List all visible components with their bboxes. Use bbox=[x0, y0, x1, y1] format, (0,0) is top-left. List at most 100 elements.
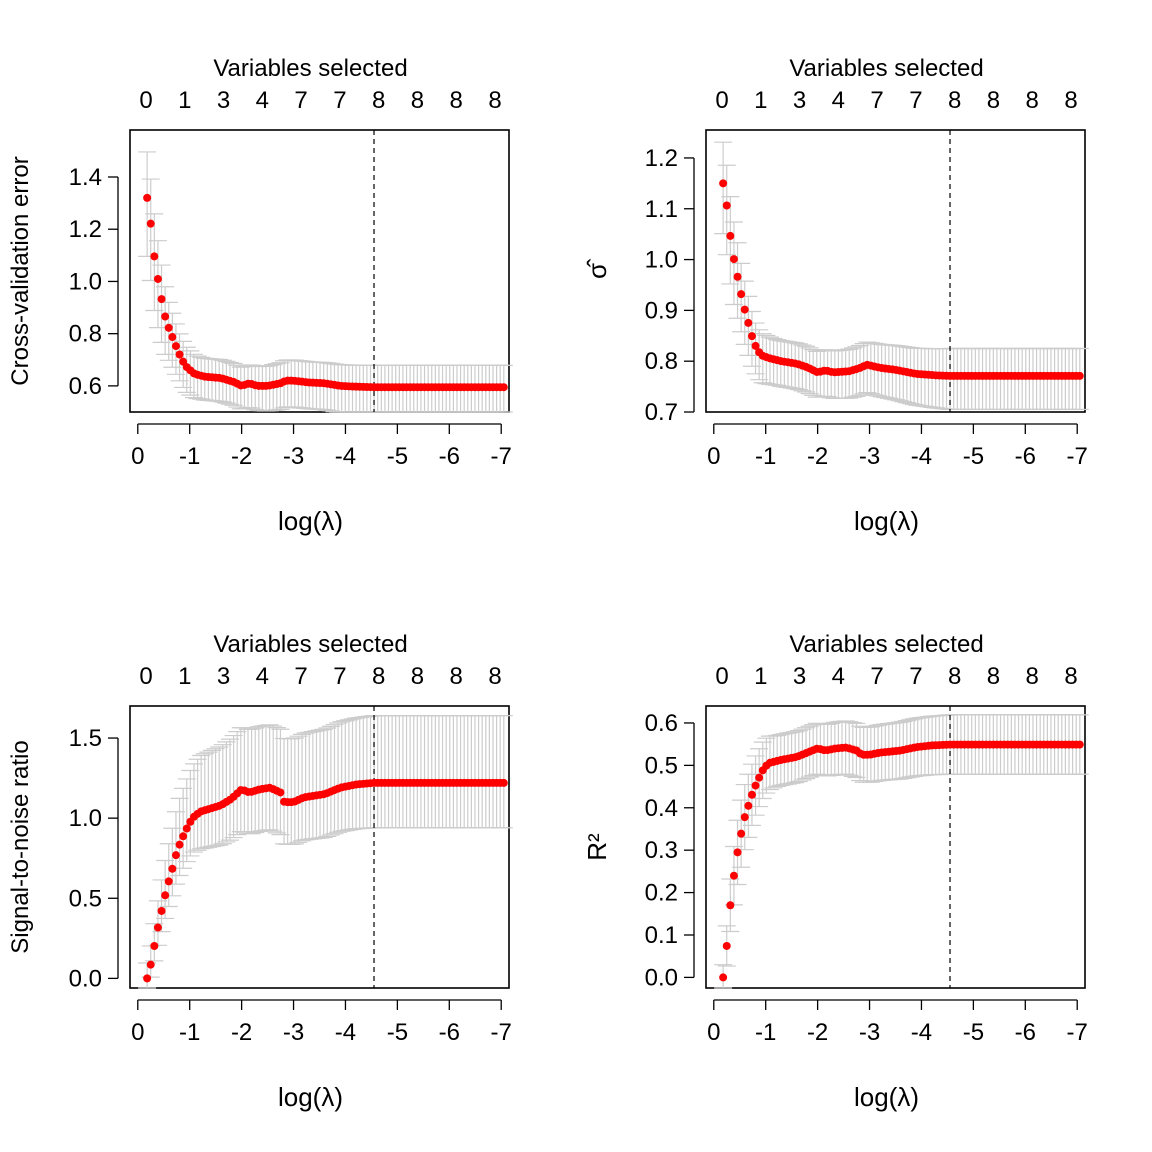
data-points bbox=[719, 179, 1084, 380]
x-tick-label: -2 bbox=[231, 443, 252, 470]
y-tick-label: 0.7 bbox=[645, 399, 678, 426]
x-tick-label: -5 bbox=[387, 443, 408, 470]
x-tick-label: -4 bbox=[335, 1019, 356, 1046]
data-point bbox=[150, 252, 159, 261]
data-point bbox=[157, 906, 166, 915]
top-tick-label: 7 bbox=[333, 663, 346, 690]
x-tick-label: -6 bbox=[1015, 1019, 1036, 1046]
top-tick-label: 8 bbox=[987, 663, 1000, 690]
x-tick-label: -7 bbox=[491, 443, 512, 470]
x-tick-label: -3 bbox=[859, 1019, 880, 1046]
y-tick-label: 1.1 bbox=[645, 196, 678, 223]
x-tick-label: -3 bbox=[283, 1019, 304, 1046]
data-point bbox=[744, 801, 753, 810]
top-tick-label: 8 bbox=[1064, 663, 1077, 690]
data-point bbox=[726, 231, 735, 240]
data-point bbox=[755, 773, 764, 782]
top-tick-label: 4 bbox=[832, 663, 845, 690]
x-tick-label: -2 bbox=[807, 1019, 828, 1046]
y-tick-label: 1.4 bbox=[69, 164, 102, 191]
x-tick-label: -3 bbox=[859, 443, 880, 470]
x-tick-label: 0 bbox=[707, 1019, 720, 1046]
top-tick-label: 8 bbox=[948, 87, 961, 114]
y-tick-label: 0.8 bbox=[645, 348, 678, 375]
top-axis-title: Variables selected bbox=[789, 55, 983, 82]
data-point bbox=[179, 832, 188, 841]
top-tick-label: 4 bbox=[832, 87, 845, 114]
top-tick-label: 1 bbox=[178, 87, 191, 114]
top-tick-label: 8 bbox=[450, 87, 463, 114]
data-point bbox=[168, 864, 177, 873]
data-point bbox=[726, 901, 735, 910]
data-point bbox=[751, 341, 760, 350]
data-point bbox=[722, 941, 731, 950]
x-tick-label: -1 bbox=[179, 443, 200, 470]
data-point bbox=[1075, 371, 1084, 380]
data-point bbox=[153, 274, 162, 283]
y-tick-label: 1.0 bbox=[69, 268, 102, 295]
y-axis: 0.6 0.8 1.0 1.2 1.4 bbox=[69, 164, 119, 400]
data-point bbox=[143, 974, 152, 983]
top-tick-label: 8 bbox=[411, 663, 424, 690]
x-tick-label: -5 bbox=[963, 1019, 984, 1046]
y-axis-label: Cross-validation error bbox=[7, 156, 34, 385]
data-point bbox=[719, 973, 728, 982]
data-point bbox=[182, 824, 191, 833]
top-tick-label: 8 bbox=[488, 663, 501, 690]
top-tick-label: 7 bbox=[870, 663, 883, 690]
data-point bbox=[150, 941, 159, 950]
plot-frame bbox=[129, 129, 510, 413]
x-tick-label: -7 bbox=[1067, 443, 1088, 470]
data-point bbox=[733, 272, 742, 281]
data-point bbox=[737, 829, 746, 838]
data-point bbox=[153, 923, 162, 932]
x-tick-label: -1 bbox=[755, 443, 776, 470]
data-point bbox=[740, 813, 749, 822]
top-axis-title: Variables selected bbox=[213, 631, 407, 658]
data-point bbox=[722, 201, 731, 210]
data-point bbox=[164, 877, 173, 886]
data-point bbox=[175, 350, 184, 359]
x-tick-label: 0 bbox=[131, 1019, 144, 1046]
data-point bbox=[161, 891, 170, 900]
x-tick-label: -6 bbox=[439, 443, 460, 470]
y-axis-label: σ̂ bbox=[582, 258, 612, 279]
x-tick-label: -1 bbox=[755, 1019, 776, 1046]
y-axis-label: Signal-to-noise ratio bbox=[7, 740, 34, 953]
top-tick-label: 4 bbox=[256, 663, 269, 690]
top-tick-label: 0 bbox=[715, 663, 728, 690]
top-tick-label: 8 bbox=[987, 87, 1000, 114]
data-points bbox=[143, 778, 508, 983]
x-tick-label: 0 bbox=[131, 443, 144, 470]
x-tick-label: -2 bbox=[807, 443, 828, 470]
top-tick-label: 3 bbox=[217, 87, 230, 114]
top-tick-label: 8 bbox=[372, 87, 385, 114]
x-axis: 0 -1 -2 -3 -4 -5 -6 -7 bbox=[131, 423, 512, 470]
data-point bbox=[733, 848, 742, 857]
y-tick-label: 0.8 bbox=[69, 321, 102, 348]
data-point bbox=[168, 333, 177, 342]
top-tick-label: 7 bbox=[909, 663, 922, 690]
top-tick-label: 8 bbox=[948, 663, 961, 690]
data-point bbox=[164, 323, 173, 332]
data-point bbox=[146, 219, 155, 228]
y-tick-label: 0.0 bbox=[69, 965, 102, 992]
top-tick-label: 8 bbox=[411, 87, 424, 114]
data-point bbox=[729, 255, 738, 264]
data-point bbox=[719, 179, 728, 188]
x-tick-label: -3 bbox=[283, 443, 304, 470]
top-tick-label: 8 bbox=[450, 663, 463, 690]
data-points bbox=[719, 740, 1084, 982]
y-tick-label: 0.4 bbox=[645, 795, 678, 822]
x-tick-label: -4 bbox=[911, 443, 932, 470]
data-point bbox=[499, 778, 508, 787]
x-tick-label: -5 bbox=[387, 1019, 408, 1046]
top-axis-title: Variables selected bbox=[213, 55, 407, 82]
y-tick-label: 1.2 bbox=[69, 216, 102, 243]
